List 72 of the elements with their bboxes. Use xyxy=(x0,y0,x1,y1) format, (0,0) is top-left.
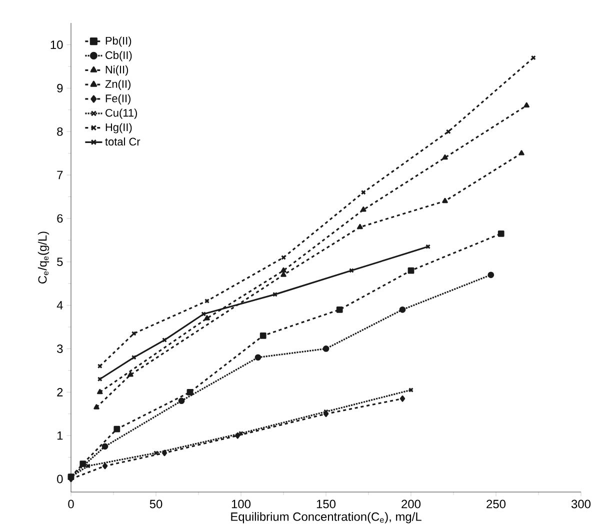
point xyxy=(102,462,108,470)
y-tick-label: 8 xyxy=(57,127,63,136)
point xyxy=(357,224,363,230)
point xyxy=(442,154,448,160)
legend-label: Cu(11) xyxy=(106,108,137,119)
point xyxy=(204,315,210,320)
x-tick-label: 300 xyxy=(571,500,591,508)
point xyxy=(254,354,262,361)
point xyxy=(97,364,102,369)
point xyxy=(281,255,286,260)
point xyxy=(360,190,366,195)
x-tick-label: 0 xyxy=(68,500,74,508)
point xyxy=(408,387,414,392)
point xyxy=(280,267,286,273)
x-tick-label: 100 xyxy=(232,500,251,508)
y-tick-label: 4 xyxy=(56,301,63,310)
point xyxy=(442,198,448,204)
point xyxy=(488,272,494,278)
point xyxy=(524,102,530,108)
legend-label: Fe(II) xyxy=(106,94,130,104)
point xyxy=(131,354,136,360)
x-tick-label: 50 xyxy=(150,500,162,508)
y-tick-label: 7 xyxy=(57,170,63,180)
point xyxy=(530,55,536,60)
y-tick-label: 9 xyxy=(57,84,63,92)
y-tick-label: 2 xyxy=(57,388,63,396)
y-tick-label: 5 xyxy=(57,258,63,266)
legend-label: total Cr xyxy=(105,138,140,146)
point xyxy=(128,372,134,377)
point xyxy=(408,267,414,274)
point xyxy=(94,404,100,410)
x-tick-label: 250 xyxy=(486,500,506,508)
point xyxy=(86,463,90,468)
point xyxy=(204,298,210,304)
x-axis-title: Equilibrium Concentration(C$_{e}$), mg/L xyxy=(231,512,422,524)
point xyxy=(201,311,206,316)
point xyxy=(97,388,103,394)
legend-label: Cb(II) xyxy=(106,51,132,62)
point xyxy=(446,129,451,134)
point xyxy=(360,206,366,212)
point xyxy=(102,443,108,450)
y-tick-label: 3 xyxy=(57,344,63,353)
x-tick-label: 200 xyxy=(402,500,421,508)
point xyxy=(260,332,266,339)
point xyxy=(131,331,136,336)
point xyxy=(238,430,244,436)
point xyxy=(162,338,167,343)
point xyxy=(272,292,278,297)
point xyxy=(400,395,406,402)
y-tick-label: 0 xyxy=(57,474,63,484)
legend-label: Pb(II) xyxy=(106,36,132,47)
legend-label: Ni(II) xyxy=(106,65,128,76)
point xyxy=(114,426,120,432)
point xyxy=(322,346,330,352)
legend-label: Zn(II) xyxy=(105,80,130,90)
point xyxy=(178,398,185,404)
point xyxy=(498,230,504,237)
y-axis-title: C$_{e}$/q$_{e}$(g/L) xyxy=(38,232,50,284)
point xyxy=(399,306,406,313)
point xyxy=(235,432,240,439)
point xyxy=(336,306,343,313)
legend-label: Hg(II) xyxy=(106,123,132,134)
y-tick-label: 6 xyxy=(57,214,63,223)
point xyxy=(518,150,524,156)
point xyxy=(349,268,354,274)
point xyxy=(154,450,158,456)
point xyxy=(162,450,168,456)
point xyxy=(80,460,86,467)
point xyxy=(186,388,194,396)
y-tick-label: 1 xyxy=(57,431,63,440)
y-tick-label: 10 xyxy=(50,40,63,49)
x-tick-label: 150 xyxy=(316,500,336,508)
